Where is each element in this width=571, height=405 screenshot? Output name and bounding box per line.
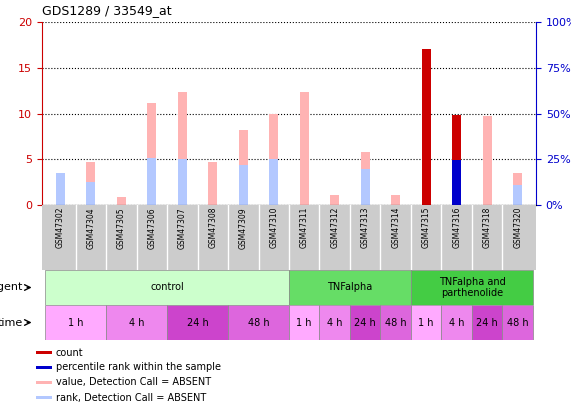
Text: GSM47309: GSM47309 [239,207,248,249]
Text: agent: agent [0,283,23,292]
Bar [35,366,52,369]
Text: 1 h: 1 h [68,318,83,328]
Text: 24 h: 24 h [187,318,208,328]
Bar [411,305,441,340]
Text: GSM47308: GSM47308 [208,207,217,248]
Bar [421,149,431,205]
Text: GSM47314: GSM47314 [391,207,400,248]
Text: rank, Detection Call = ABSENT: rank, Detection Call = ABSENT [55,392,206,403]
Bar [513,173,522,205]
Text: control: control [150,283,184,292]
Text: GSM47318: GSM47318 [482,207,492,248]
Bar [239,130,248,205]
Text: GSM47316: GSM47316 [452,207,461,248]
Text: GDS1289 / 33549_at: GDS1289 / 33549_at [42,4,172,17]
Bar [178,159,187,205]
Text: TNFalpha and
parthenolide: TNFalpha and parthenolide [439,277,505,298]
Bar [45,270,289,305]
Bar [45,305,106,340]
Text: GSM47320: GSM47320 [513,207,522,248]
Bar [147,102,156,205]
Text: 48 h: 48 h [507,318,529,328]
Bar [56,177,65,205]
Text: GSM47315: GSM47315 [422,207,431,248]
Bar [239,165,248,205]
Bar [106,305,167,340]
Text: percentile rank within the sample: percentile rank within the sample [55,362,220,373]
Text: 24 h: 24 h [355,318,376,328]
Bar [452,116,461,205]
Bar [320,305,350,340]
Bar [86,182,95,205]
Text: 24 h: 24 h [476,318,498,328]
Text: 4 h: 4 h [129,318,144,328]
Bar [513,185,522,205]
Bar [472,305,502,340]
Bar [228,305,289,340]
Bar [86,162,95,205]
Bar [178,92,187,205]
Text: time: time [0,318,23,328]
Text: 1 h: 1 h [296,318,312,328]
Bar [411,270,533,305]
Text: GSM47306: GSM47306 [147,207,156,249]
Bar [289,270,411,305]
Text: 4 h: 4 h [327,318,343,328]
Bar [441,305,472,340]
Text: GSM47305: GSM47305 [117,207,126,249]
Text: GSM47304: GSM47304 [86,207,95,249]
Bar [35,351,52,354]
Text: 4 h: 4 h [449,318,464,328]
Text: count: count [55,347,83,358]
Bar [269,159,278,205]
Bar [56,173,65,205]
Bar [452,160,461,205]
Text: 1 h: 1 h [419,318,434,328]
Bar [452,160,461,205]
Bar [116,197,126,205]
Text: GSM47312: GSM47312 [330,207,339,248]
Bar [330,195,339,205]
Bar [350,305,380,340]
Bar [421,49,431,205]
Bar [391,195,400,205]
Bar [380,305,411,340]
Bar [35,381,52,384]
Bar [300,92,309,205]
Text: value, Detection Call = ABSENT: value, Detection Call = ABSENT [55,377,211,388]
Text: GSM47302: GSM47302 [56,207,65,248]
Bar [502,305,533,340]
Bar [289,305,320,340]
Text: 48 h: 48 h [248,318,270,328]
Text: GSM47311: GSM47311 [300,207,309,248]
Text: GSM47313: GSM47313 [361,207,370,248]
Text: 48 h: 48 h [385,318,407,328]
Bar [482,116,492,205]
Text: TNFalpha: TNFalpha [327,283,373,292]
Bar [208,162,218,205]
Text: GSM47307: GSM47307 [178,207,187,249]
Bar [269,115,278,205]
Bar [361,152,370,205]
Text: GSM47310: GSM47310 [270,207,278,248]
Bar [452,115,461,205]
Bar [35,396,52,399]
Bar [167,305,228,340]
Bar [361,169,370,205]
Bar [147,158,156,205]
